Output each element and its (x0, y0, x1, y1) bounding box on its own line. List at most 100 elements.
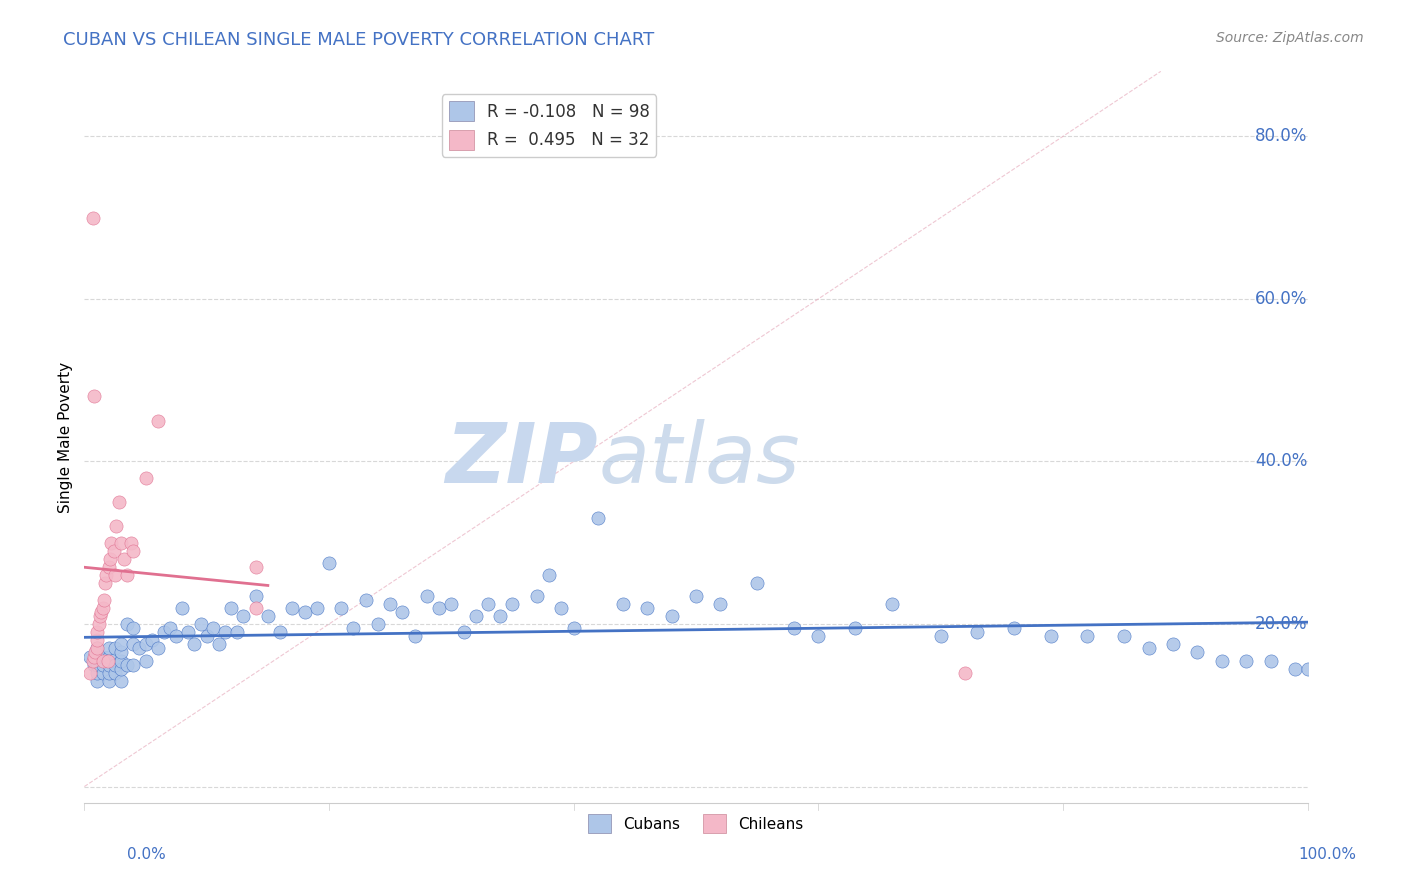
Point (636, 600, 658, 615)
Text: Source: ZipAtlas.com: Source: ZipAtlas.com (1216, 31, 1364, 45)
Point (86, 665, 108, 680)
Point (281, 600, 304, 615)
Point (1296, 662, 1319, 676)
Point (122, 544, 145, 558)
Point (709, 597, 731, 611)
Point (97, 641, 120, 656)
Text: 100.0%: 100.0% (1299, 847, 1357, 862)
Point (195, 629, 218, 643)
Point (104, 657, 127, 672)
Point (464, 608, 486, 623)
Point (208, 637, 231, 651)
Point (612, 597, 634, 611)
Point (502, 597, 524, 611)
Point (122, 657, 145, 672)
Point (83, 389, 105, 403)
Point (91, 654, 114, 668)
Point (122, 637, 145, 651)
Point (1211, 654, 1233, 668)
Point (135, 654, 157, 668)
Point (1039, 629, 1062, 643)
Point (183, 637, 205, 651)
Point (91, 657, 114, 672)
Point (141, 633, 163, 648)
Point (93, 592, 115, 607)
Point (232, 608, 254, 623)
Point (83, 649, 105, 664)
Point (685, 589, 707, 603)
Point (1076, 629, 1098, 643)
Point (98, 552, 121, 566)
Point (190, 617, 212, 632)
Point (550, 600, 572, 615)
Point (86, 657, 108, 672)
Point (269, 625, 291, 640)
Point (177, 625, 200, 640)
Point (201, 621, 224, 635)
Point (110, 637, 132, 651)
Point (84, 645, 107, 659)
Point (318, 556, 340, 570)
Point (107, 495, 129, 509)
Point (91, 649, 114, 664)
Point (586, 511, 609, 525)
Point (153, 625, 176, 640)
Point (115, 617, 138, 632)
Text: 40.0%: 40.0% (1256, 452, 1308, 470)
Point (257, 608, 280, 623)
Point (97, 657, 120, 672)
Point (97, 673, 120, 688)
Point (86, 633, 108, 648)
Text: 80.0%: 80.0% (1256, 128, 1308, 145)
Point (91, 665, 114, 680)
Point (440, 597, 463, 611)
Point (380, 597, 402, 611)
Point (104, 665, 127, 680)
Point (86, 641, 108, 656)
Point (110, 673, 132, 688)
Point (747, 576, 769, 591)
Point (477, 597, 499, 611)
Point (354, 592, 377, 607)
Point (97, 560, 120, 574)
Point (245, 589, 267, 603)
Point (172, 600, 194, 615)
Point (807, 629, 830, 643)
Point (110, 535, 132, 549)
Point (1137, 641, 1160, 656)
Point (416, 589, 439, 603)
Text: 60.0%: 60.0% (1256, 290, 1308, 308)
Point (929, 629, 952, 643)
Point (391, 605, 413, 619)
Text: 0.0%: 0.0% (127, 847, 166, 862)
Point (245, 600, 267, 615)
Point (105, 519, 128, 533)
Point (94, 576, 117, 591)
Point (86, 673, 108, 688)
Point (79, 665, 101, 680)
Point (96, 568, 118, 582)
Point (115, 657, 138, 672)
Text: 20.0%: 20.0% (1256, 615, 1308, 633)
Point (91, 600, 114, 615)
Point (219, 600, 242, 615)
Point (146, 414, 169, 428)
Point (526, 589, 548, 603)
Point (245, 560, 267, 574)
Point (115, 568, 138, 582)
Point (87, 617, 110, 632)
Point (538, 568, 561, 582)
Point (1114, 629, 1136, 643)
Point (135, 471, 157, 485)
Point (1161, 637, 1184, 651)
Point (489, 608, 512, 623)
Point (110, 662, 132, 676)
Point (427, 600, 450, 615)
Point (1187, 645, 1209, 659)
Point (104, 568, 127, 582)
Point (86, 641, 108, 656)
Point (82, 654, 104, 668)
Point (104, 641, 127, 656)
Point (110, 654, 132, 668)
Point (1284, 662, 1306, 676)
